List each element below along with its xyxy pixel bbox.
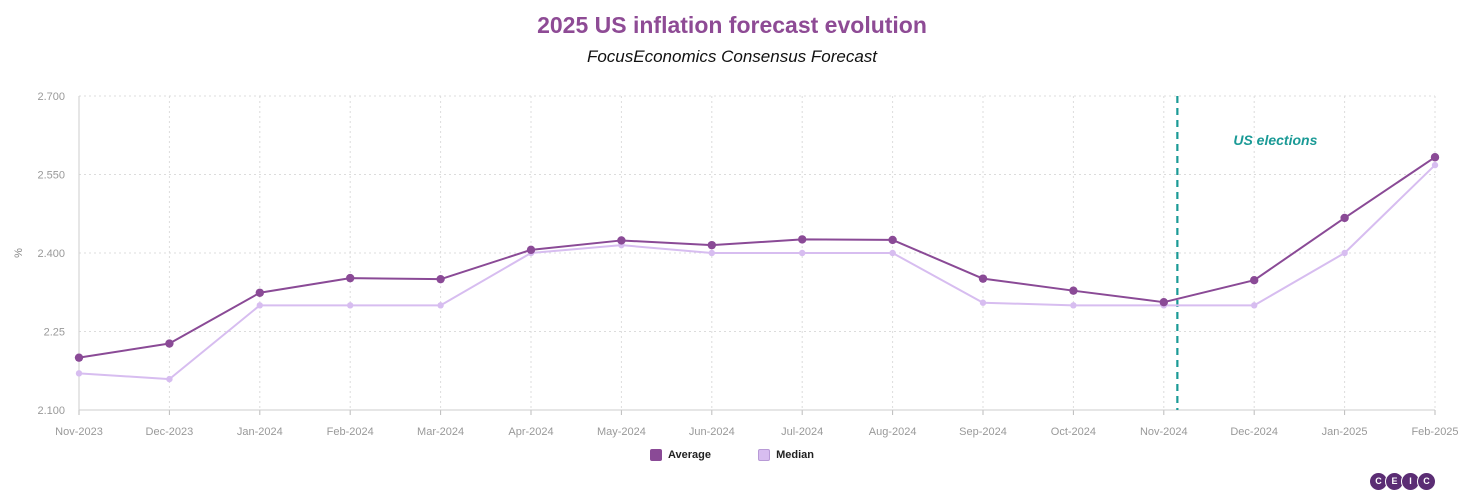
y-tick-label: 2.100 xyxy=(37,405,65,417)
data-point-median xyxy=(256,302,263,309)
x-tick-label: Jan-2025 xyxy=(1322,426,1368,438)
data-point-median xyxy=(708,249,715,257)
data-point-average xyxy=(74,353,84,362)
data-point-median xyxy=(1341,249,1348,257)
data-point-average xyxy=(1159,297,1169,307)
data-point-average xyxy=(165,339,174,348)
y-tick-label: 2.25 xyxy=(44,327,65,339)
line-chart: 2.700 2.550 2.400 2.25 2.100 Nov-2023 Dec-2023… xyxy=(13,91,1459,438)
x-tick-label: Jul-2024 xyxy=(781,426,823,438)
logo-letter: C xyxy=(1417,472,1436,491)
data-point-average xyxy=(346,273,355,283)
data-point-average xyxy=(436,274,445,284)
legend-swatch-median xyxy=(758,449,771,462)
x-tick-label: Jan-2024 xyxy=(237,426,283,438)
data-point-median xyxy=(347,302,354,309)
x-tick-label: Nov-2024 xyxy=(1140,426,1188,438)
data-point-average xyxy=(255,288,264,297)
y-tick-label: 2.400 xyxy=(37,248,65,260)
data-point-average xyxy=(1340,213,1349,223)
data-point-average xyxy=(1250,276,1259,285)
data-point-average xyxy=(798,235,807,244)
data-point-average xyxy=(1069,286,1078,295)
legend-label-median: Median xyxy=(776,449,814,462)
data-point-median xyxy=(1070,302,1077,309)
data-point-median xyxy=(166,375,173,383)
data-point-median xyxy=(799,249,806,257)
data-point-median xyxy=(437,302,444,309)
data-point-median xyxy=(979,299,987,306)
chart-title: 2025 US inflation forecast evolution xyxy=(537,12,927,38)
x-tick-label: Mar-2024 xyxy=(417,426,464,438)
data-point-average xyxy=(888,235,897,245)
legend-label-average: Average xyxy=(668,449,712,462)
x-tick-label: Dec-2024 xyxy=(1230,426,1278,438)
legend-item-median[interactable]: Median xyxy=(758,449,814,462)
x-tick-label: Dec-2023 xyxy=(146,426,194,438)
chart-subtitle: FocusEconomics Consensus Forecast xyxy=(586,47,878,66)
x-tick-label: Sep-2024 xyxy=(959,426,1007,438)
x-tick-label: Aug-2024 xyxy=(869,426,917,438)
chart-legend: Average Median xyxy=(0,449,1464,462)
data-point-average xyxy=(707,240,716,250)
y-tick-label: 2.700 xyxy=(37,91,65,103)
y-tick-label: 2.550 xyxy=(37,170,65,182)
data-point-median xyxy=(1431,161,1439,169)
series-line-median xyxy=(78,164,1436,381)
data-point-median xyxy=(75,370,83,377)
x-tick-label: Nov-2023 xyxy=(55,426,103,438)
data-point-average xyxy=(978,274,988,283)
legend-item-average[interactable]: Average xyxy=(650,449,712,462)
legend-swatch-average xyxy=(650,449,662,462)
x-tick-label: Feb-2024 xyxy=(327,426,374,438)
x-tick-label: Oct-2024 xyxy=(1051,426,1096,438)
y-axis-label: % xyxy=(13,248,25,258)
data-point-average xyxy=(1430,153,1440,162)
series-line-average xyxy=(78,156,1436,359)
x-tick-label: Jun-2024 xyxy=(689,426,735,438)
x-tick-label: Feb-2025 xyxy=(1411,426,1458,438)
data-point-median xyxy=(889,249,896,257)
data-point-average xyxy=(526,245,536,255)
ceic-logo: C E I C xyxy=(1369,472,1436,491)
data-point-median xyxy=(1251,302,1258,309)
election-annotation: US elections xyxy=(1233,132,1317,148)
data-point-average xyxy=(617,236,626,245)
x-tick-label: Apr-2024 xyxy=(508,426,553,438)
x-tick-label: May-2024 xyxy=(597,426,646,438)
